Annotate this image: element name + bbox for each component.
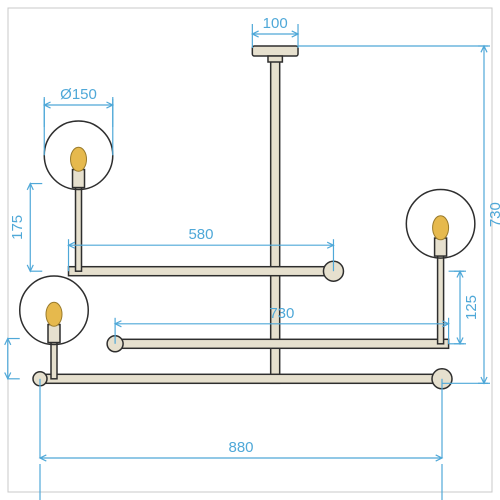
dim-175: 175	[9, 215, 26, 240]
globe-2-bulb	[46, 302, 62, 326]
bar-730	[115, 339, 448, 348]
globe-1-socket	[73, 170, 85, 188]
bar-880	[40, 374, 442, 383]
dim-125: 125	[463, 295, 480, 320]
vertical-rod	[271, 56, 280, 383]
globe-3-bulb	[433, 216, 449, 240]
dim-globe: Ø150	[60, 86, 97, 103]
dim-canopy: 100	[263, 15, 288, 32]
globe-3-socket	[435, 238, 447, 256]
globe-2-socket	[48, 325, 60, 343]
collar	[268, 56, 282, 62]
bar-580	[69, 267, 334, 276]
globe-3-stem	[438, 252, 444, 344]
dim-880: 880	[228, 439, 253, 456]
canopy	[252, 46, 298, 56]
dim-h730: 730	[487, 202, 500, 227]
dim-90: 90	[0, 350, 4, 367]
dim-730: 730	[269, 305, 294, 322]
globe-1-bulb	[71, 147, 87, 171]
globe-1-stem	[76, 184, 82, 272]
dim-580: 580	[188, 226, 213, 243]
